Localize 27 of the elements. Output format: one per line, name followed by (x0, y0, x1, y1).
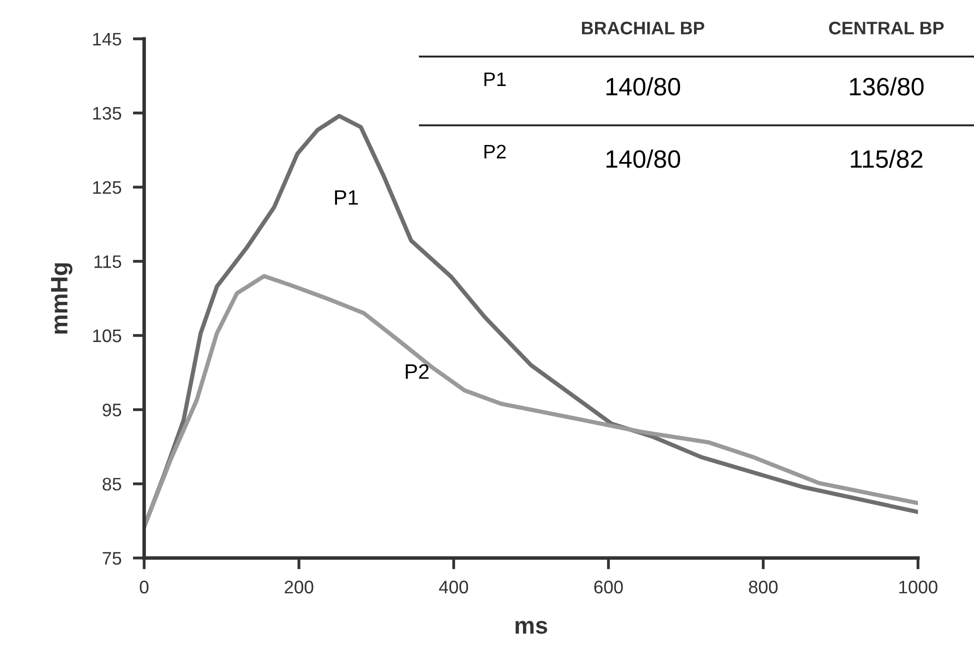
text: CENTRAL BP (829, 22, 944, 34)
annotation: 140/80 (606, 150, 680, 168)
annotation: P1 (484, 72, 506, 86)
x-tick-label: 600 (594, 580, 623, 594)
x-tick-label: 400 (439, 580, 468, 594)
y-tick-label: 105 (93, 329, 122, 342)
line-series (144, 274, 918, 529)
y-tick-label: 115 (94, 255, 122, 268)
x-tick-label: 0 (140, 580, 148, 594)
x-tick-label: 800 (748, 580, 778, 594)
y-tick-label: 75 (102, 552, 122, 565)
annotation: 136/80 (850, 77, 924, 96)
y-tick-label: 95 (102, 404, 122, 416)
y-tick-label: 145 (93, 32, 122, 46)
text: BRACHIAL BP (582, 22, 704, 34)
y-tick-label: 125 (93, 181, 122, 194)
annotation: P2 (484, 144, 506, 158)
series-label: P2 (406, 364, 429, 379)
series-label: P1 (335, 190, 358, 205)
x-tick-label: 200 (284, 580, 314, 594)
x-tick-label: 1000 (899, 580, 938, 594)
y-tick-label: 135 (93, 106, 122, 120)
y-tick-label: 85 (102, 478, 122, 491)
x-axis-title: ms (516, 620, 548, 634)
y-axis-title: mmHg (51, 263, 72, 334)
annotation: 115/82 (850, 150, 922, 168)
annotation: 140/80 (606, 77, 680, 96)
